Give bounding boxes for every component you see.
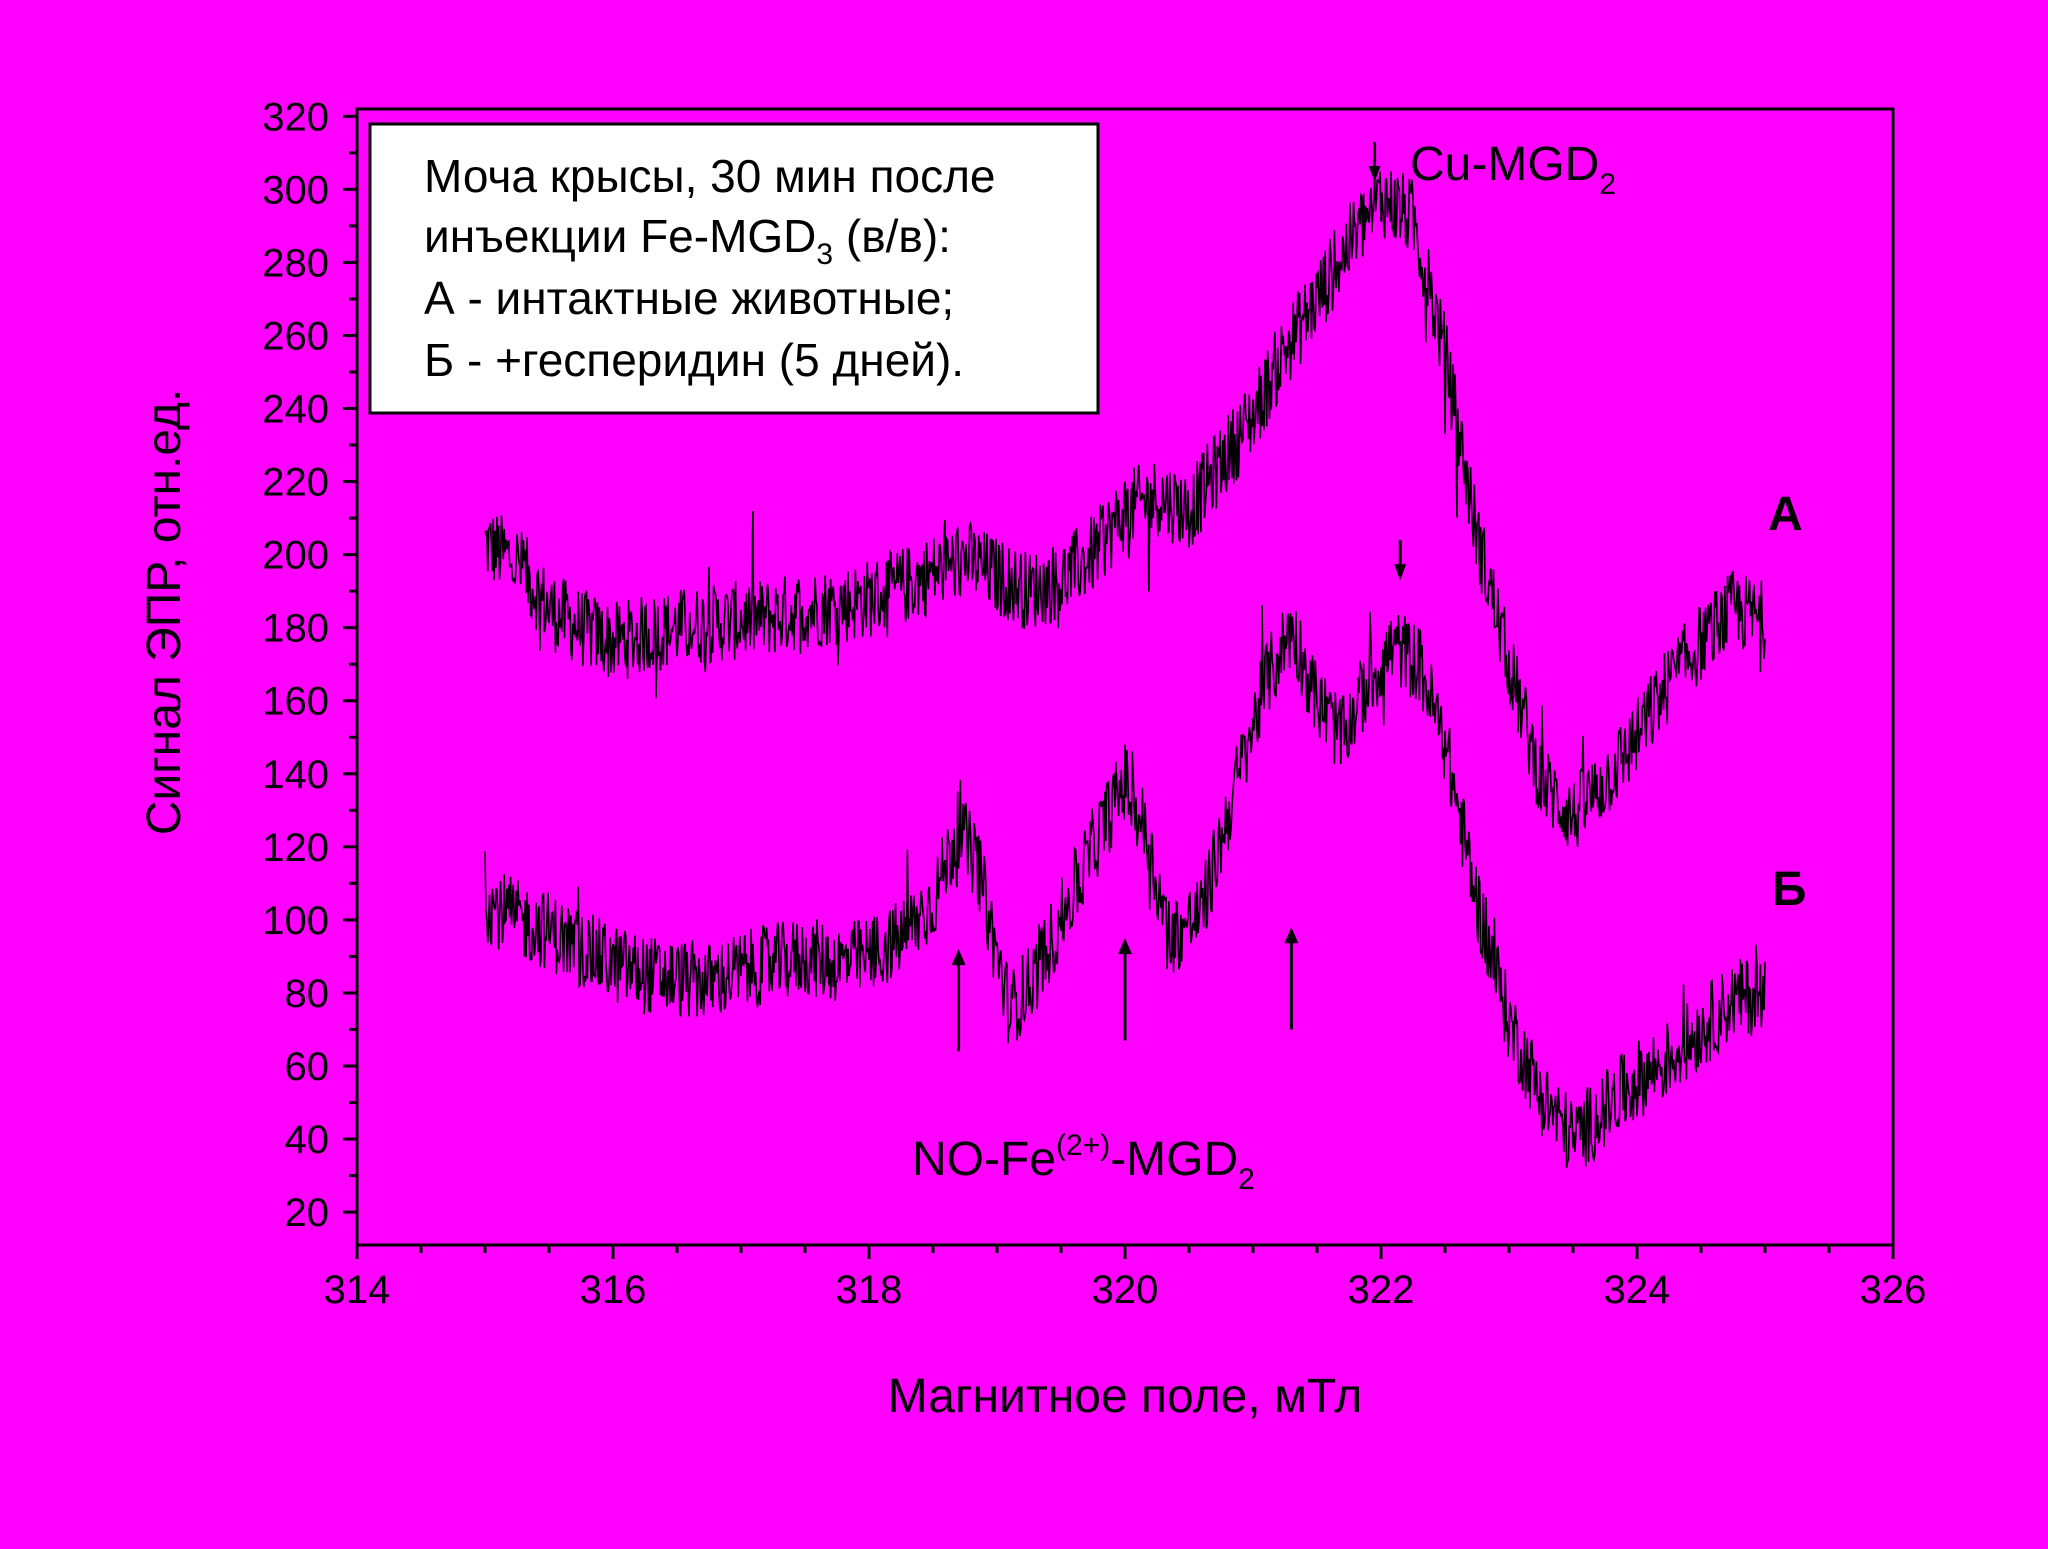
down-arrow-head [1394,564,1407,581]
up-arrow-head [951,949,966,966]
legend: Моча крысы, 30 мин после инъекции Fe-MGD… [368,122,1100,415]
y-tick-label: 200 [262,534,329,578]
y-tick-label: 300 [262,168,329,212]
series-b-label: Б [1772,863,1807,916]
legend-line-1: Моча крысы, 30 мин после [424,150,996,202]
x-tick-label: 316 [580,1268,647,1312]
y-tick-label: 100 [262,899,329,943]
up-arrow-head [1118,938,1132,955]
y-tick-label: 60 [285,1045,330,1089]
x-tick-label: 324 [1604,1268,1671,1312]
y-tick-label: 80 [285,972,330,1016]
x-axis: 314 316 318 320 322 324 326 [324,1245,1927,1312]
cu-mgd2-label: Cu-MGD2 [1410,138,1616,201]
series-a-label: А [1768,488,1803,541]
legend-line-4: Б - +гесперидин (5 дней). [424,334,964,386]
y-tick-label: 180 [262,607,329,651]
y-axis-title: Сигнал ЭПР, отн.ед. [138,389,191,836]
legend-line-2: инъекции Fe-MGD3 (в/в): [424,210,951,271]
x-tick-label: 322 [1348,1268,1415,1312]
y-tick-label: 220 [262,461,329,505]
y-tick-label: 240 [262,388,329,432]
y-tick-label: 120 [262,826,329,870]
y-axis: 20 40 60 80 100 120 140 160 180 200 220 240 260 280 30… [262,95,357,1235]
x-tick-label: 326 [1860,1268,1927,1312]
x-tick-label: 314 [324,1268,391,1312]
legend-line-3: А - интактные животные; [424,272,954,324]
down-arrow-head [1368,166,1381,183]
y-tick-label: 320 [262,95,329,139]
series-line-a [484,171,1766,847]
x-tick-label: 318 [836,1268,903,1312]
series-layer [484,171,1766,1168]
y-tick-label: 260 [262,314,329,358]
y-tick-label: 40 [285,1118,330,1162]
y-tick-label: 160 [262,680,329,724]
x-axis-title: Магнитное поле, мТл [888,1370,1362,1423]
y-tick-label: 140 [262,753,329,797]
arrow-layer [951,142,1407,1052]
legend-box [368,122,1100,415]
x-tick-label: 320 [1092,1268,1159,1312]
y-tick-label: 280 [262,241,329,285]
series-line-b [484,605,1766,1168]
no-fe-mgd2-label: NO-Fe(2+)-MGD2 [912,1129,1255,1196]
y-tick-label: 20 [285,1191,330,1235]
up-arrow-head [1284,927,1299,944]
